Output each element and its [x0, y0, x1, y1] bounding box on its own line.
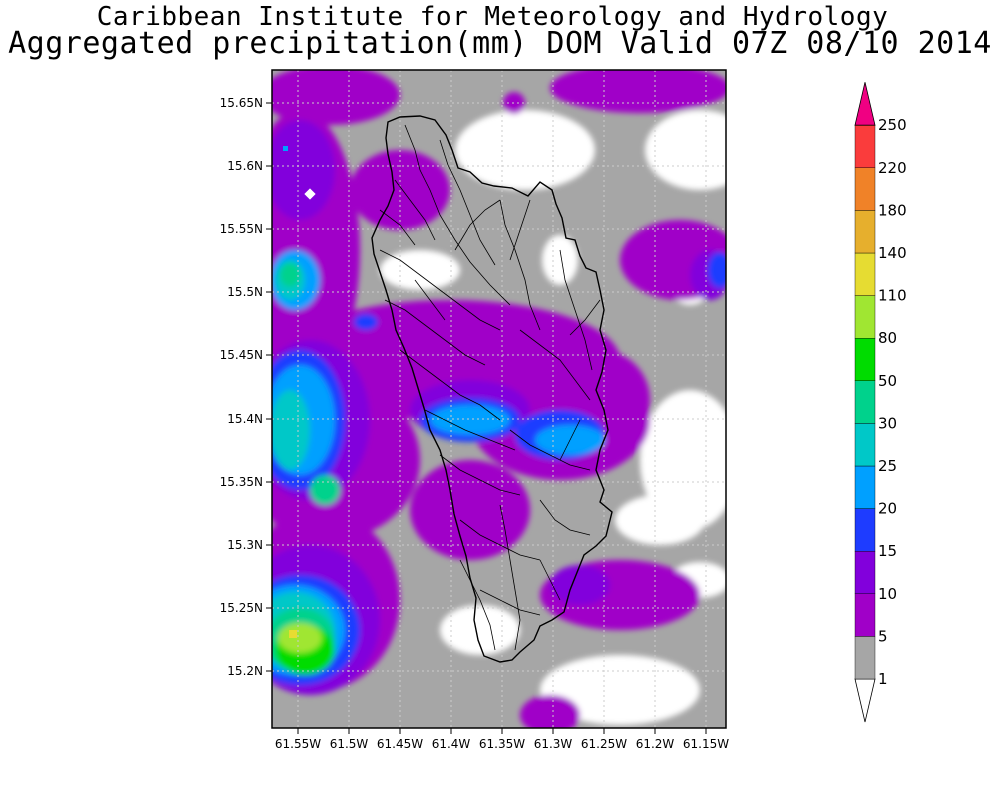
colorbar-segment — [854, 124, 876, 168]
colorbar-segment — [854, 167, 876, 211]
colorbar-label: 20 — [878, 500, 897, 518]
colorbar-label: 5 — [878, 627, 888, 645]
colorbar-label: 80 — [878, 329, 897, 347]
colorbar-label: 140 — [878, 244, 907, 262]
lat-tick-label: 15.55N — [220, 222, 263, 236]
colorbar-segment — [854, 423, 876, 467]
river-network — [379, 124, 601, 651]
colorbar-label: 30 — [878, 414, 897, 432]
lat-tick-label: 15.2N — [227, 664, 263, 678]
lon-tick-label: 61.55W — [275, 737, 321, 751]
colorbar-segment — [854, 380, 876, 424]
lat-tick-label: 15.35N — [220, 475, 263, 489]
lat-tick-label: 15.3N — [227, 538, 263, 552]
colorbar-segment — [854, 252, 876, 296]
colorbar-label: 220 — [878, 159, 907, 177]
colorbar-segment — [854, 295, 876, 339]
lon-tick-label: 61.15W — [683, 737, 729, 751]
lon-tick-label: 61.5W — [330, 737, 369, 751]
colorbar-label: 250 — [878, 116, 907, 134]
lon-tick-label: 61.4W — [432, 737, 471, 751]
lon-tick-label: 61.25W — [581, 737, 627, 751]
precip-max-cell — [289, 630, 297, 638]
colorbar-segment — [854, 636, 876, 680]
colorbar-label: 180 — [878, 201, 907, 219]
lon-tick-label: 61.2W — [636, 737, 675, 751]
colorbar-label: 25 — [878, 457, 897, 475]
lat-tick-label: 15.5N — [227, 285, 263, 299]
precipitation-field — [272, 70, 726, 728]
lon-axis: 61.55W 61.5W 61.45W 61.4W 61.35W 61.3W 6… — [275, 728, 729, 751]
colorbar-segment — [854, 593, 876, 637]
lat-tick-label: 15.25N — [220, 601, 263, 615]
lat-axis: 15.65N 15.6N 15.55N 15.5N 15.45N 15.4N 1… — [220, 96, 272, 678]
lon-tick-label: 61.45W — [377, 737, 423, 751]
lat-tick-label: 15.45N — [220, 348, 263, 362]
colorbar-label: 10 — [878, 585, 897, 603]
title-product: Aggregated precipitation(mm) DOM Valid 0… — [8, 26, 992, 61]
lat-tick-label: 15.6N — [227, 159, 263, 173]
colorbar-segment — [854, 465, 876, 509]
colorbar-segment — [854, 210, 876, 254]
lon-tick-label: 61.3W — [534, 737, 573, 751]
colorbar-segment — [854, 82, 876, 126]
map-frame — [271, 69, 727, 729]
colorbar-label: 15 — [878, 542, 897, 560]
lon-tick-label: 61.35W — [479, 737, 525, 751]
colorbar-segment — [854, 508, 876, 552]
colorbar-segment — [854, 678, 876, 723]
title-institute: Caribbean Institute for Meteorology and … — [96, 2, 889, 32]
lat-tick-label: 15.65N — [220, 96, 263, 110]
colorbar-label: 1 — [878, 670, 888, 688]
colorbar-segment — [854, 551, 876, 595]
dominica-outline — [371, 115, 613, 663]
lat-tick-label: 15.4N — [227, 412, 263, 426]
colorbar-label: 110 — [878, 287, 907, 305]
colorbar-segment — [854, 338, 876, 382]
colorbar-label: 50 — [878, 372, 897, 390]
